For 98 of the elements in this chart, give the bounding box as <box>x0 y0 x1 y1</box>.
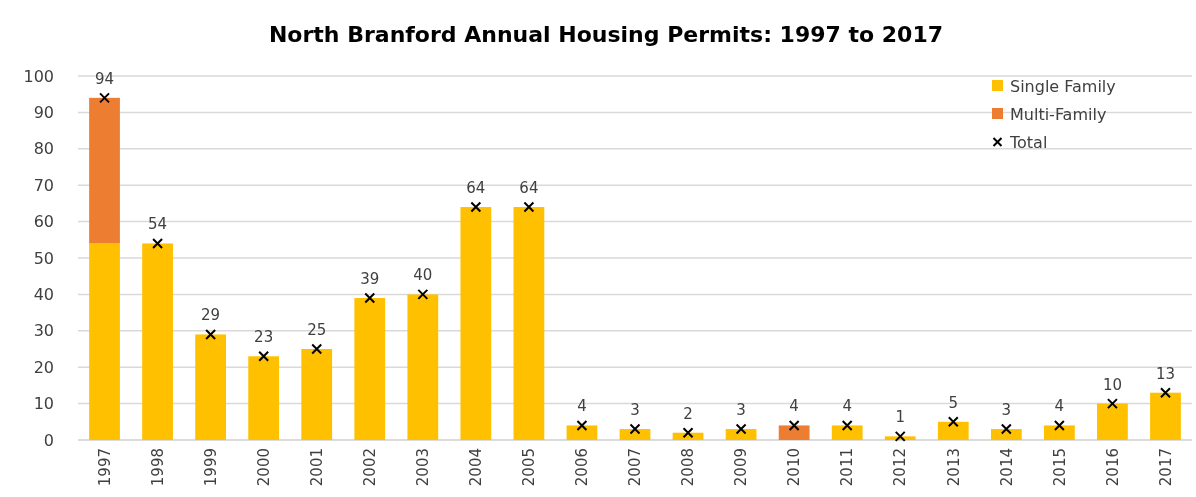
data-label: 39 <box>360 270 380 289</box>
y-tick-label: 100 <box>23 66 54 86</box>
point <box>841 419 853 431</box>
x-tick-label: 2013 <box>944 448 963 487</box>
y-tick-label: 10 <box>33 394 54 414</box>
point <box>576 419 588 431</box>
x-tick-label: 2017 <box>1156 448 1175 487</box>
bar <box>725 429 757 440</box>
y-tick-label: 60 <box>33 212 54 232</box>
point <box>311 343 323 355</box>
bar <box>354 298 386 440</box>
bar <box>619 429 651 440</box>
x-tick-label: 2008 <box>679 448 698 487</box>
bar <box>1150 392 1181 440</box>
data-label: 5 <box>948 393 959 412</box>
data-label: 3 <box>1001 401 1012 420</box>
point <box>1000 423 1012 435</box>
data-label: 4 <box>789 397 799 416</box>
data-label: 4 <box>1054 397 1065 416</box>
x-tick-label: 2007 <box>626 448 645 487</box>
x-tick-label: 2014 <box>997 448 1016 487</box>
x-tick-label: 2002 <box>361 448 380 487</box>
data-label: 29 <box>201 306 221 325</box>
bar <box>1097 403 1128 440</box>
y-tick-label: 20 <box>33 357 54 377</box>
point <box>152 237 164 249</box>
x-tick-label: 2011 <box>838 448 857 487</box>
x-tick-label: 2012 <box>891 448 910 487</box>
point <box>735 423 747 435</box>
bar <box>831 425 863 440</box>
x-tick-label: 1997 <box>95 448 114 487</box>
point <box>1106 398 1118 410</box>
x-tick-label: 2005 <box>520 448 539 487</box>
bar <box>142 243 173 440</box>
x-tick-label: 2015 <box>1050 448 1069 487</box>
chart-title: North Branford Annual Housing Permits: 1997 to 2017 <box>268 22 944 47</box>
y-tick-label: 90 <box>33 103 54 122</box>
bar <box>566 425 598 440</box>
bar <box>513 207 545 440</box>
x-tick-label: 2004 <box>467 448 486 487</box>
point <box>682 427 694 439</box>
y-tick-label: 40 <box>33 285 54 304</box>
bar <box>248 356 280 440</box>
bar <box>1044 425 1075 440</box>
point <box>1053 419 1065 431</box>
x-tick-label: 2006 <box>573 448 592 487</box>
x-tick-label: 2009 <box>732 448 751 487</box>
point <box>417 288 429 300</box>
y-tick-label: 0 <box>43 430 54 450</box>
point <box>470 201 482 213</box>
x-tick-label: 2016 <box>1103 448 1122 487</box>
x-tick-label: 2000 <box>254 448 273 487</box>
data-label: 2 <box>683 404 693 423</box>
data-label: 40 <box>413 266 433 285</box>
point <box>258 350 270 362</box>
data-label: 13 <box>1155 364 1176 383</box>
data-label: 1 <box>895 408 906 427</box>
legend-label: Multi-Family <box>1010 104 1107 124</box>
bar <box>937 421 969 440</box>
point <box>1159 387 1171 399</box>
data-label: 10 <box>1102 375 1122 394</box>
point <box>205 328 217 340</box>
y-tick-label: 50 <box>33 248 54 268</box>
y-tick-label: 30 <box>33 321 54 341</box>
bar <box>460 207 492 440</box>
data-label: 64 <box>519 179 539 198</box>
x-tick-label: 1998 <box>148 448 167 487</box>
point <box>947 416 959 428</box>
x-tick-label: 2001 <box>307 448 326 487</box>
point <box>629 423 641 435</box>
y-tick-label: 80 <box>33 139 54 159</box>
data-label: 4 <box>577 397 587 416</box>
legend-label: Total <box>1009 132 1048 152</box>
data-label: 4 <box>842 397 852 416</box>
data-label: 64 <box>466 179 486 198</box>
data-label: 54 <box>148 215 168 234</box>
point <box>894 430 906 442</box>
data-label: 94 <box>94 69 115 88</box>
legend-label: Single Family <box>1010 76 1116 96</box>
bar <box>89 243 120 440</box>
x-tick-label: 2010 <box>785 448 804 487</box>
point <box>523 201 535 213</box>
bar <box>990 429 1022 440</box>
bar <box>778 425 810 440</box>
point <box>99 92 111 104</box>
point <box>788 419 800 431</box>
bar <box>195 334 226 440</box>
data-label: 25 <box>307 321 327 339</box>
point <box>364 292 376 304</box>
data-label: 23 <box>254 328 274 347</box>
bar <box>407 294 439 440</box>
bar <box>301 349 333 440</box>
bar <box>89 97 120 244</box>
x-tick-label: 1999 <box>201 448 220 487</box>
data-label: 3 <box>630 401 640 420</box>
data-label: 3 <box>736 401 746 420</box>
y-tick-label: 70 <box>33 175 54 195</box>
x-tick-label: 2003 <box>414 448 433 487</box>
